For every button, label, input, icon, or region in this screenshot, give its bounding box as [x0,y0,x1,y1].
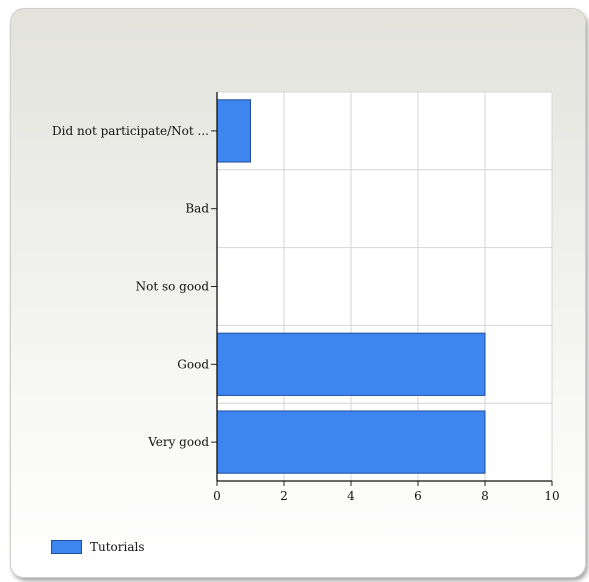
bar [216,99,251,163]
category-label: Did not participate/Not ... [52,124,209,138]
x-tick-label: 6 [414,489,422,503]
legend-label-tutorials: Tutorials [90,540,145,554]
legend: Tutorials [51,540,145,554]
category-label: Very good [147,435,209,449]
legend-swatch-tutorials [51,540,82,554]
category-label: Bad [185,202,209,216]
x-tick-label: 2 [280,489,288,503]
chart-frame: 0 2 4 6 8 10 Did not participate/Not ... Bad Not… [10,8,586,578]
category-label: Good [177,357,209,371]
x-tick-label: 10 [544,489,559,503]
x-tick-label: 0 [213,489,221,503]
x-tick-label: 8 [481,489,489,503]
bar [216,332,486,396]
category-label: Not so good [136,280,210,294]
bar-chart: 0 2 4 6 8 10 Did not participate/Not ... Bad Not… [52,91,560,503]
bar [216,410,486,474]
x-tick-label: 4 [347,489,355,503]
